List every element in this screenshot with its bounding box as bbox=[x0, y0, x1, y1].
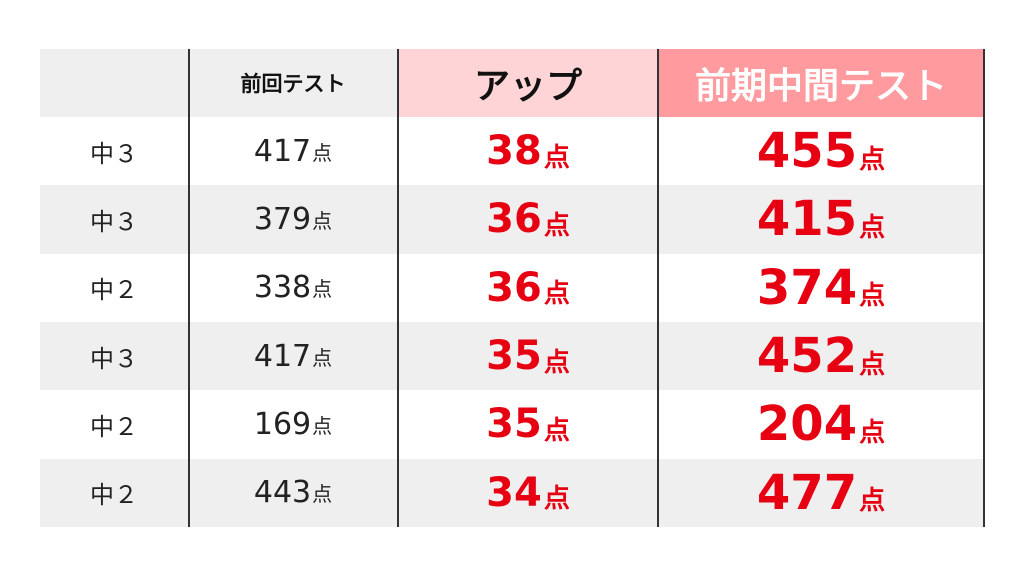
grade-cell: 中３ bbox=[40, 185, 188, 254]
previous-score-value: 338 bbox=[253, 270, 312, 306]
up-score-cell: 36 点 bbox=[398, 185, 658, 254]
column-divider bbox=[657, 49, 659, 527]
header-blank-cell bbox=[40, 49, 188, 117]
up-score-value: 38 bbox=[486, 128, 542, 175]
up-score-cell: 38 点 bbox=[398, 117, 658, 186]
previous-score-value: 379 bbox=[253, 201, 312, 237]
midterm-score-value: 455 bbox=[756, 123, 858, 180]
previous-score-cell: 417 点 bbox=[188, 117, 398, 186]
midterm-score-value: 452 bbox=[756, 328, 858, 385]
header-up: アップ bbox=[398, 49, 658, 117]
up-score-cell: 35 点 bbox=[398, 321, 658, 391]
up-score-value: 35 bbox=[486, 401, 542, 448]
score-unit: 点 bbox=[543, 279, 570, 310]
score-unit: 点 bbox=[859, 144, 886, 175]
grade-cell: 中３ bbox=[40, 117, 188, 186]
previous-score-cell: 338 点 bbox=[188, 253, 398, 322]
up-score-value: 36 bbox=[486, 196, 542, 243]
previous-score-value: 417 bbox=[253, 133, 312, 169]
grade-cell: 中２ bbox=[40, 458, 188, 527]
midterm-score-value: 374 bbox=[756, 259, 858, 316]
midterm-score-value: 204 bbox=[756, 396, 858, 453]
score-unit: 点 bbox=[859, 349, 886, 380]
column-divider bbox=[188, 49, 190, 527]
score-unit: 点 bbox=[859, 417, 886, 448]
up-score-cell: 35 点 bbox=[398, 390, 658, 459]
up-score-value: 35 bbox=[486, 333, 542, 380]
previous-score-value: 169 bbox=[253, 406, 312, 442]
score-unit: 点 bbox=[543, 142, 570, 173]
midterm-score-cell: 374 点 bbox=[658, 253, 984, 322]
midterm-score-cell: 452 点 bbox=[658, 321, 984, 391]
score-table: 前回テスト アップ 前期中間テスト 中３ 417 点 38 点 455 点 中３ 37… bbox=[40, 49, 984, 527]
midterm-score-value: 415 bbox=[756, 191, 858, 248]
up-score-cell: 34 点 bbox=[398, 458, 658, 527]
midterm-score-cell: 455 点 bbox=[658, 117, 984, 186]
header-previous-test: 前回テスト bbox=[188, 49, 398, 117]
previous-score-cell: 169 点 bbox=[188, 390, 398, 459]
score-unit: 点 bbox=[859, 486, 886, 517]
grade-cell: 中２ bbox=[40, 390, 188, 459]
column-divider bbox=[983, 49, 985, 527]
previous-score-value: 443 bbox=[253, 475, 312, 511]
column-divider bbox=[397, 49, 399, 527]
score-unit: 点 bbox=[312, 345, 333, 370]
score-unit: 点 bbox=[543, 347, 570, 378]
previous-score-cell: 379 点 bbox=[188, 185, 398, 254]
score-unit: 点 bbox=[859, 281, 886, 312]
up-score-value: 36 bbox=[486, 264, 542, 311]
midterm-score-cell: 415 点 bbox=[658, 185, 984, 254]
up-score-cell: 36 点 bbox=[398, 253, 658, 322]
score-unit: 点 bbox=[859, 212, 886, 243]
grade-cell: 中２ bbox=[40, 253, 188, 322]
score-unit: 点 bbox=[543, 484, 570, 515]
grade-cell: 中３ bbox=[40, 321, 188, 391]
midterm-score-value: 477 bbox=[756, 464, 858, 521]
score-unit: 点 bbox=[312, 413, 333, 438]
score-unit: 点 bbox=[312, 277, 333, 302]
score-unit: 点 bbox=[312, 208, 333, 233]
midterm-score-cell: 204 点 bbox=[658, 390, 984, 459]
up-score-value: 34 bbox=[486, 469, 542, 516]
score-unit: 点 bbox=[312, 140, 333, 165]
score-unit: 点 bbox=[543, 210, 570, 241]
previous-score-cell: 443 点 bbox=[188, 458, 398, 527]
header-midterm-test: 前期中間テスト bbox=[658, 49, 984, 117]
score-unit: 点 bbox=[543, 415, 570, 446]
previous-score-value: 417 bbox=[253, 338, 312, 374]
previous-score-cell: 417 点 bbox=[188, 321, 398, 391]
midterm-score-cell: 477 点 bbox=[658, 458, 984, 527]
score-unit: 点 bbox=[312, 482, 333, 507]
